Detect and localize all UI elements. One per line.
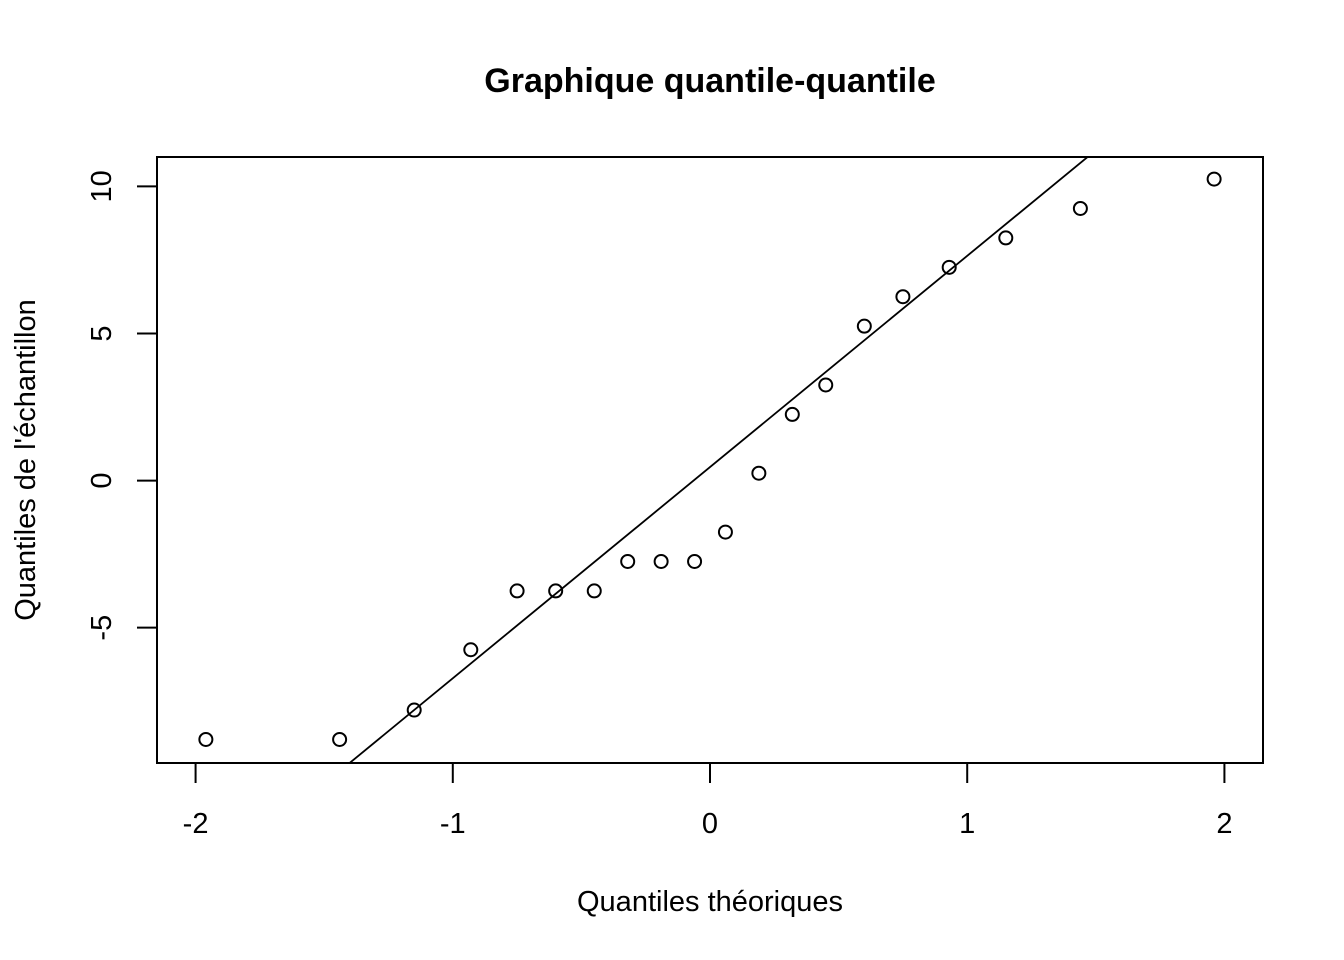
data-point [687, 553, 703, 569]
reference-line [348, 157, 1089, 763]
data-points [198, 171, 1222, 747]
y-tick-label: 5 [86, 325, 118, 341]
data-point [784, 406, 800, 422]
data-point [941, 259, 957, 275]
chart-title: Graphique quantile-quantile [484, 62, 935, 100]
data-point [856, 318, 872, 334]
data-point [751, 465, 767, 481]
data-point [332, 731, 348, 747]
data-point [1072, 200, 1088, 216]
x-tick-label: -2 [183, 808, 209, 840]
data-point [509, 583, 525, 599]
data-point [998, 230, 1014, 246]
y-axis-label: Quantiles de l'échantillon [10, 299, 42, 621]
data-point [895, 289, 911, 305]
data-point [406, 702, 422, 718]
x-axis-label: Quantiles théoriques [577, 886, 843, 918]
x-axis: -2 -1 0 1 2 [183, 763, 1232, 840]
x-tick-label: -1 [440, 808, 466, 840]
data-point [198, 731, 214, 747]
y-tick-label: -5 [86, 615, 118, 641]
y-axis: -5 0 5 10 [86, 170, 157, 641]
x-tick-label: 0 [702, 808, 718, 840]
x-tick-label: 1 [959, 808, 975, 840]
y-tick-label: 10 [86, 170, 118, 202]
data-point [818, 377, 834, 393]
data-point [1206, 171, 1222, 187]
y-tick-label: 0 [86, 473, 118, 489]
data-point [653, 553, 669, 569]
data-point [717, 524, 733, 540]
plot-frame [156, 156, 1264, 764]
data-point [548, 583, 564, 599]
data-point [620, 553, 636, 569]
data-point [586, 583, 602, 599]
x-tick-label: 2 [1216, 808, 1232, 840]
data-point [463, 642, 479, 658]
